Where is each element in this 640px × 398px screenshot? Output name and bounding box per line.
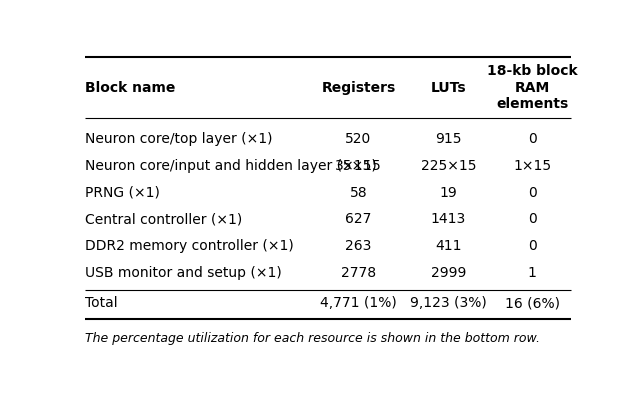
Text: Registers: Registers (321, 81, 396, 95)
Text: 627: 627 (345, 212, 372, 226)
Text: 35×15: 35×15 (335, 159, 381, 173)
Text: 19: 19 (440, 185, 457, 199)
Text: 0: 0 (528, 239, 536, 253)
Text: 0: 0 (528, 212, 536, 226)
Text: USB monitor and setup (×1): USB monitor and setup (×1) (85, 265, 282, 279)
Text: 411: 411 (435, 239, 461, 253)
Text: 16 (6%): 16 (6%) (505, 296, 559, 310)
Text: 1: 1 (528, 265, 536, 279)
Text: 9,123 (3%): 9,123 (3%) (410, 296, 486, 310)
Text: 0: 0 (528, 132, 536, 146)
Text: Neuron core/input and hidden layer (×15): Neuron core/input and hidden layer (×15) (85, 159, 377, 173)
Text: 0: 0 (528, 185, 536, 199)
Text: 18-kb block
RAM
elements: 18-kb block RAM elements (487, 64, 577, 111)
Text: 2778: 2778 (341, 265, 376, 279)
Text: 263: 263 (345, 239, 372, 253)
Text: DDR2 memory controller (×1): DDR2 memory controller (×1) (85, 239, 294, 253)
Text: 520: 520 (345, 132, 371, 146)
Text: LUTs: LUTs (431, 81, 466, 95)
Text: 915: 915 (435, 132, 461, 146)
Text: The percentage utilization for each resource is shown in the bottom row.: The percentage utilization for each reso… (85, 332, 540, 345)
Text: PRNG (×1): PRNG (×1) (85, 185, 160, 199)
Text: 1413: 1413 (431, 212, 466, 226)
Text: 58: 58 (349, 185, 367, 199)
Text: Neuron core/top layer (×1): Neuron core/top layer (×1) (85, 132, 273, 146)
Text: Central controller (×1): Central controller (×1) (85, 212, 242, 226)
Text: 4,771 (1%): 4,771 (1%) (320, 296, 397, 310)
Text: 1×15: 1×15 (513, 159, 551, 173)
Text: 2999: 2999 (431, 265, 466, 279)
Text: 225×15: 225×15 (420, 159, 476, 173)
Text: Block name: Block name (85, 81, 175, 95)
Text: Total: Total (85, 296, 118, 310)
